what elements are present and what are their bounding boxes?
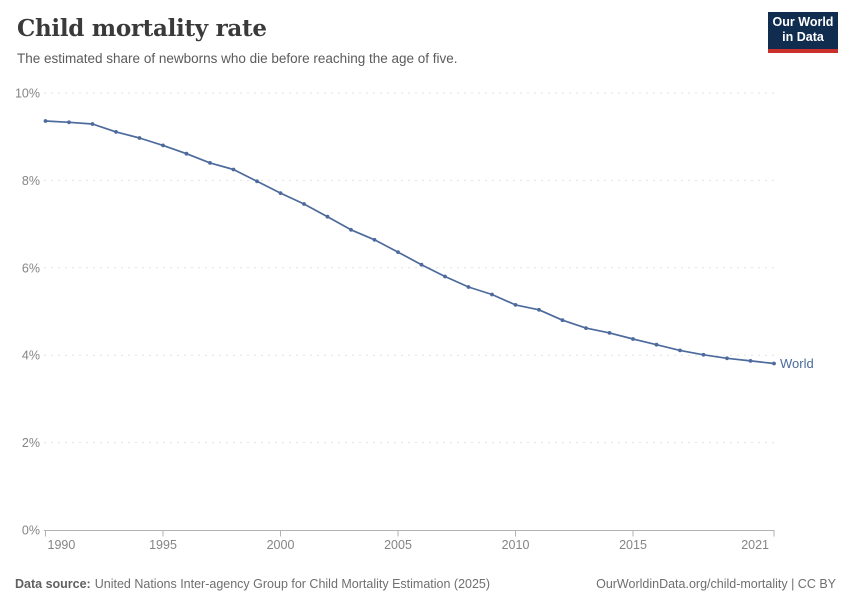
x-axis-label: 2005 — [384, 538, 412, 552]
y-axis-label: 8% — [22, 174, 40, 188]
chart-header: Child mortality rate The estimated share… — [17, 15, 740, 67]
data-source-label: Data source: — [15, 577, 91, 591]
data-point — [490, 292, 494, 297]
data-point — [748, 359, 753, 363]
y-axis-label: 4% — [22, 349, 40, 363]
logo-text-line2: in Data — [782, 30, 824, 44]
data-point — [772, 361, 776, 366]
footer-divider: | — [787, 577, 798, 591]
series-line — [44, 120, 775, 365]
y-axis-label: 2% — [22, 436, 40, 450]
chart-footer: Data source: United Nations Inter-agency … — [15, 577, 836, 591]
data-point — [631, 337, 635, 341]
data-point — [701, 352, 706, 357]
data-point — [114, 130, 118, 134]
data-point — [231, 167, 236, 172]
data-point — [325, 214, 330, 219]
data-point — [678, 348, 682, 353]
series-end-label[interactable]: World — [780, 356, 814, 371]
x-axis-label: 2015 — [619, 538, 647, 552]
data-point — [419, 262, 424, 267]
data-source-note: Data source: United Nations Inter-agency … — [15, 577, 490, 591]
data-point — [466, 285, 471, 289]
y-axis-label: 10% — [15, 87, 40, 101]
page-title: Child mortality rate — [17, 15, 267, 42]
data-point — [372, 237, 377, 242]
x-axis-label: 1995 — [149, 538, 177, 552]
data-point — [607, 331, 612, 335]
data-point — [560, 318, 565, 323]
data-point — [654, 342, 659, 347]
owid-logo[interactable]: Our World in Data — [768, 12, 838, 53]
x-axis-label: 2000 — [267, 538, 295, 552]
data-point — [255, 179, 259, 184]
data-point — [67, 120, 71, 125]
data-point — [443, 274, 447, 279]
data-point — [184, 151, 189, 156]
data-point — [302, 202, 306, 206]
data-point — [584, 326, 588, 330]
logo-text-line1: Our World — [772, 15, 834, 29]
data-source-text: United Nations Inter-agency Group for Ch… — [94, 577, 491, 591]
data-point — [278, 191, 283, 196]
chart-subtitle: The estimated share of newborns who die … — [17, 51, 458, 66]
x-axis-label: 2010 — [502, 538, 530, 552]
footer-links: OurWorldinData.org/child-mortality | CC … — [596, 577, 836, 591]
data-point — [43, 119, 48, 123]
x-axis-label: 2021 — [741, 538, 769, 552]
data-point — [161, 143, 165, 148]
data-point — [513, 303, 518, 307]
data-point — [208, 161, 212, 165]
data-point — [396, 250, 400, 255]
data-point — [137, 136, 142, 140]
data-point — [349, 227, 353, 232]
license-link[interactable]: CC BY — [797, 577, 836, 591]
y-axis-label: 6% — [22, 261, 40, 275]
y-axis-label: 0% — [22, 524, 40, 538]
data-point — [90, 122, 95, 126]
x-axis-label: 1990 — [48, 538, 76, 552]
data-point — [537, 307, 541, 312]
canonical-url-link[interactable]: OurWorldinData.org/child-mortality — [596, 577, 788, 591]
data-point — [725, 356, 729, 361]
